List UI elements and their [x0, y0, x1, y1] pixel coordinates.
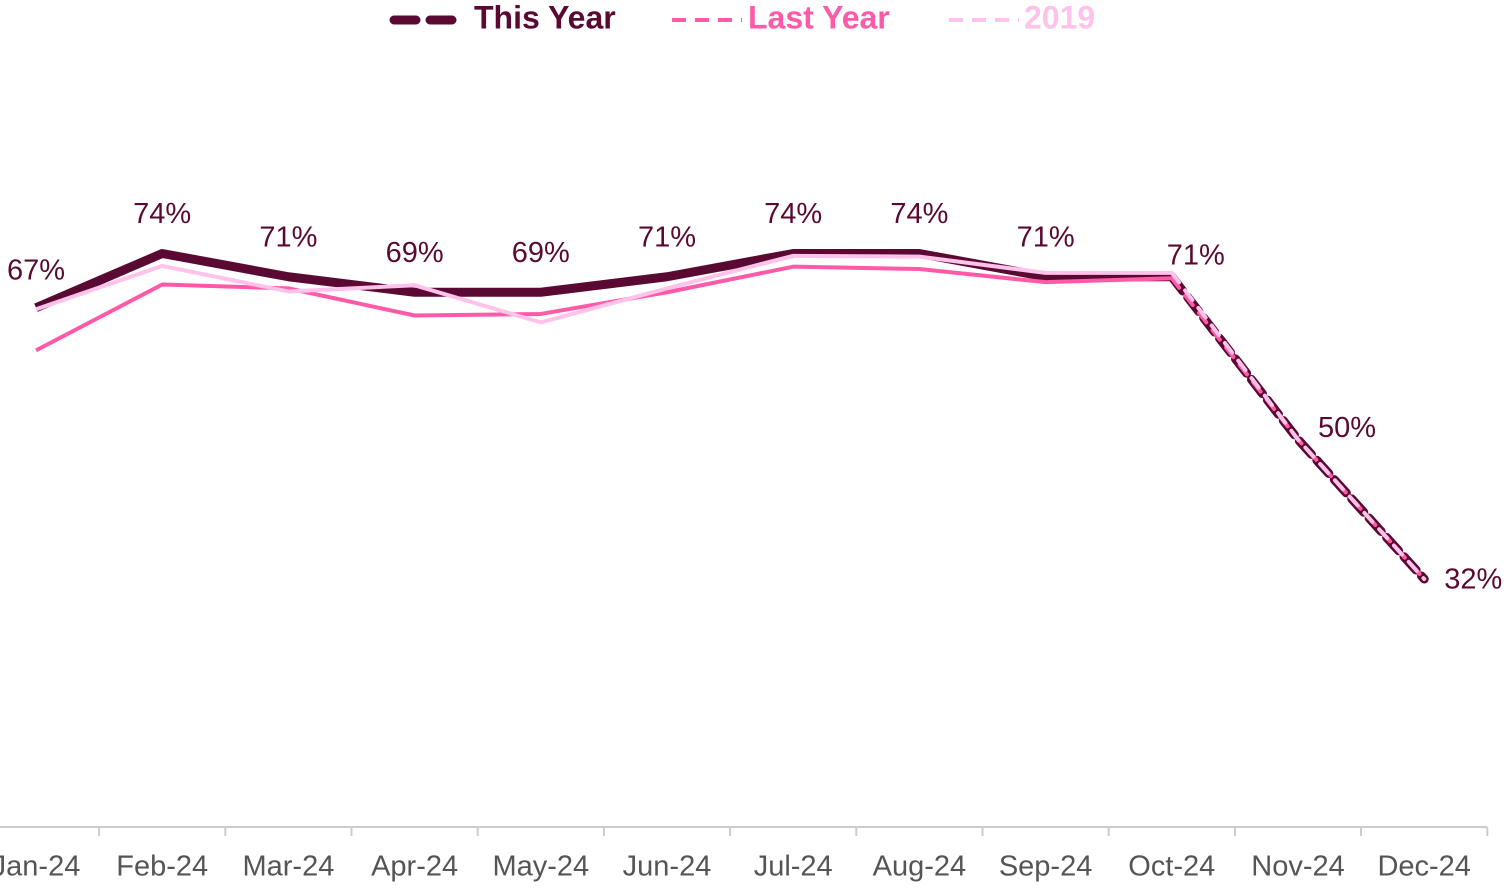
data-label: 74% [764, 198, 822, 230]
data-label: 69% [512, 237, 570, 269]
x-tick-label: Oct-24 [1128, 851, 1215, 883]
series-line [1169, 270, 1427, 581]
x-tick-label: Mar-24 [242, 851, 334, 883]
series-line [34, 249, 1172, 312]
x-tick-label: Aug-24 [873, 851, 967, 883]
data-label: 74% [133, 198, 191, 230]
x-tick-label: Dec-24 [1377, 851, 1471, 883]
data-label: 71% [638, 221, 696, 253]
x-tick-label: Jun-24 [623, 851, 712, 883]
data-label: 50% [1318, 412, 1376, 444]
x-tick-label: May-24 [492, 851, 589, 883]
series-line [35, 264, 1172, 353]
series-line [35, 253, 1172, 325]
data-label: 67% [7, 254, 65, 286]
series-line [1167, 272, 1429, 584]
data-label: 71% [1017, 221, 1075, 253]
data-label: 69% [386, 237, 444, 269]
x-tick-label: Nov-24 [1251, 851, 1345, 883]
x-tick-label: Apr-24 [371, 851, 458, 883]
legend-label: Last Year [748, 0, 890, 35]
x-tick-label: Sep-24 [999, 851, 1093, 883]
data-label: 71% [259, 221, 317, 253]
data-label: 71% [1167, 239, 1225, 271]
data-label: 74% [890, 198, 948, 230]
x-tick-label: Feb-24 [116, 851, 208, 883]
x-tick-label: Jan-24 [0, 851, 80, 883]
data-label: 32% [1444, 564, 1502, 596]
legend-label: This Year [474, 0, 616, 35]
legend-label: 2019 [1024, 0, 1095, 35]
x-tick-label: Jul-24 [754, 851, 833, 883]
